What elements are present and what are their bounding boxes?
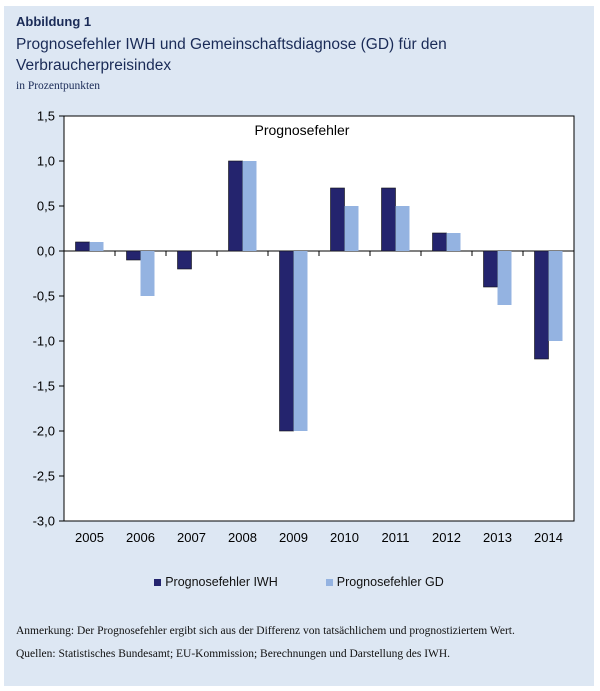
plot-area — [63, 115, 575, 522]
chart-legend: Prognosefehler IWH Prognosefehler GD — [4, 575, 594, 589]
sources-note: Quellen: Statistisches Bundesamt; EU-Kom… — [16, 648, 451, 660]
bar-gd-2014 — [548, 251, 563, 341]
figure-panel: Abbildung 1 Prognosefehler IWH und Gemei… — [4, 6, 594, 686]
x-tick-label: 2009 — [279, 530, 308, 545]
bar-gd-2010 — [344, 206, 359, 251]
bar-iwh-2006 — [126, 250, 141, 261]
y-tick-label: -3,0 — [33, 514, 55, 529]
figure-subtitle: in Prozentpunkten — [16, 80, 100, 92]
x-tick-label: 2005 — [75, 530, 104, 545]
chart-title: Prognosefehler — [255, 122, 350, 138]
x-tick-label: 2014 — [534, 530, 563, 545]
y-tick-label: 1,0 — [37, 154, 55, 169]
bar-iwh-2005 — [75, 241, 90, 252]
bar-gd-2009 — [293, 251, 308, 431]
legend-label-iwh: Prognosefehler IWH — [165, 575, 278, 589]
bar-iwh-2013 — [483, 250, 498, 288]
y-tick-label: 0,5 — [37, 199, 55, 214]
bar-gd-2008 — [242, 161, 257, 251]
figure-label: Abbildung 1 — [16, 14, 92, 29]
figure-title: Prognosefehler IWH und Gemeinschaftsdiag… — [16, 36, 447, 74]
bar-iwh-2008 — [228, 160, 243, 252]
bar-iwh-2014 — [534, 250, 549, 360]
x-tick-label: 2012 — [432, 530, 461, 545]
y-tick-label: 0,0 — [37, 244, 55, 259]
x-tick-label: 2011 — [382, 530, 410, 545]
legend-item-gd: Prognosefehler GD — [325, 575, 444, 589]
bar-iwh-2009 — [279, 250, 294, 432]
y-tick-label: -0,5 — [33, 289, 55, 304]
x-tick-label: 2008 — [228, 530, 257, 545]
y-tick-label: 1,5 — [37, 109, 55, 124]
x-tick-label: 2010 — [330, 530, 359, 545]
bar-gd-2012 — [446, 233, 461, 251]
y-tick-label: -1,5 — [33, 379, 55, 394]
bar-iwh-2011 — [381, 187, 396, 252]
bar-gd-2006 — [140, 251, 155, 296]
bar-gd-2005 — [89, 242, 104, 251]
legend-swatch-gd — [325, 578, 333, 586]
x-tick-label: 2013 — [483, 530, 512, 545]
remark-note: Anmerkung: Der Prognosefehler ergibt sic… — [16, 625, 515, 637]
legend-label-gd: Prognosefehler GD — [336, 575, 444, 589]
x-tick-label: 2006 — [126, 530, 155, 545]
bar-chart: 1,5 1,0 0,5 0,0 -0,5 -1,0 -1,5 -2,0 -2,5 -3,0 2005… — [33, 109, 575, 545]
bar-gd-2013 — [497, 251, 512, 305]
bar-gd-2011 — [395, 206, 410, 251]
bar-iwh-2010 — [330, 187, 345, 252]
y-tick-label: -1,0 — [33, 334, 55, 349]
y-tick-label: -2,0 — [33, 424, 55, 439]
legend-item-iwh: Prognosefehler IWH — [154, 575, 278, 589]
bar-iwh-2007 — [177, 250, 192, 270]
x-tick-label: 2007 — [177, 530, 206, 545]
legend-swatch-iwh — [154, 578, 162, 586]
y-tick-label: -2,5 — [33, 469, 55, 484]
bar-iwh-2012 — [432, 232, 447, 252]
